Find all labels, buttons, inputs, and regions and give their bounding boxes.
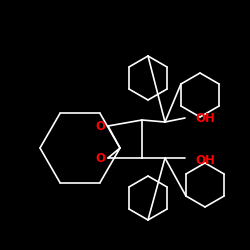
Text: OH: OH [195, 112, 215, 124]
Text: O: O [95, 120, 105, 132]
Text: OH: OH [195, 154, 215, 166]
Text: O: O [95, 152, 105, 164]
